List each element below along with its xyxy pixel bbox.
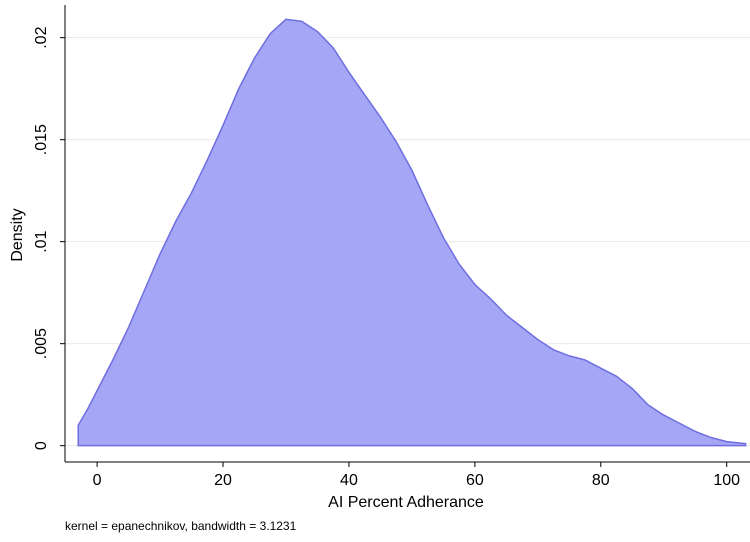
density-area bbox=[77, 18, 747, 447]
y-tick-label: .005 bbox=[33, 328, 50, 359]
y-tick-label: 0 bbox=[33, 441, 50, 450]
y-axis-title: Density bbox=[9, 208, 26, 261]
note: kernel = epanechnikov, bandwidth = 3.123… bbox=[65, 519, 297, 533]
x-tick-label: 100 bbox=[713, 472, 740, 489]
x-tick-label: 40 bbox=[340, 472, 358, 489]
x-axis-title: AI Percent Adherance bbox=[328, 494, 484, 511]
y-tick-label: .015 bbox=[33, 124, 50, 155]
x-tick-label: 80 bbox=[592, 472, 610, 489]
x-tick-label: 60 bbox=[466, 472, 484, 489]
x-tick-label: 0 bbox=[93, 472, 102, 489]
y-tick-label: .01 bbox=[33, 230, 50, 252]
y-tick-label: .02 bbox=[33, 26, 50, 48]
x-tick-label: 20 bbox=[214, 472, 232, 489]
